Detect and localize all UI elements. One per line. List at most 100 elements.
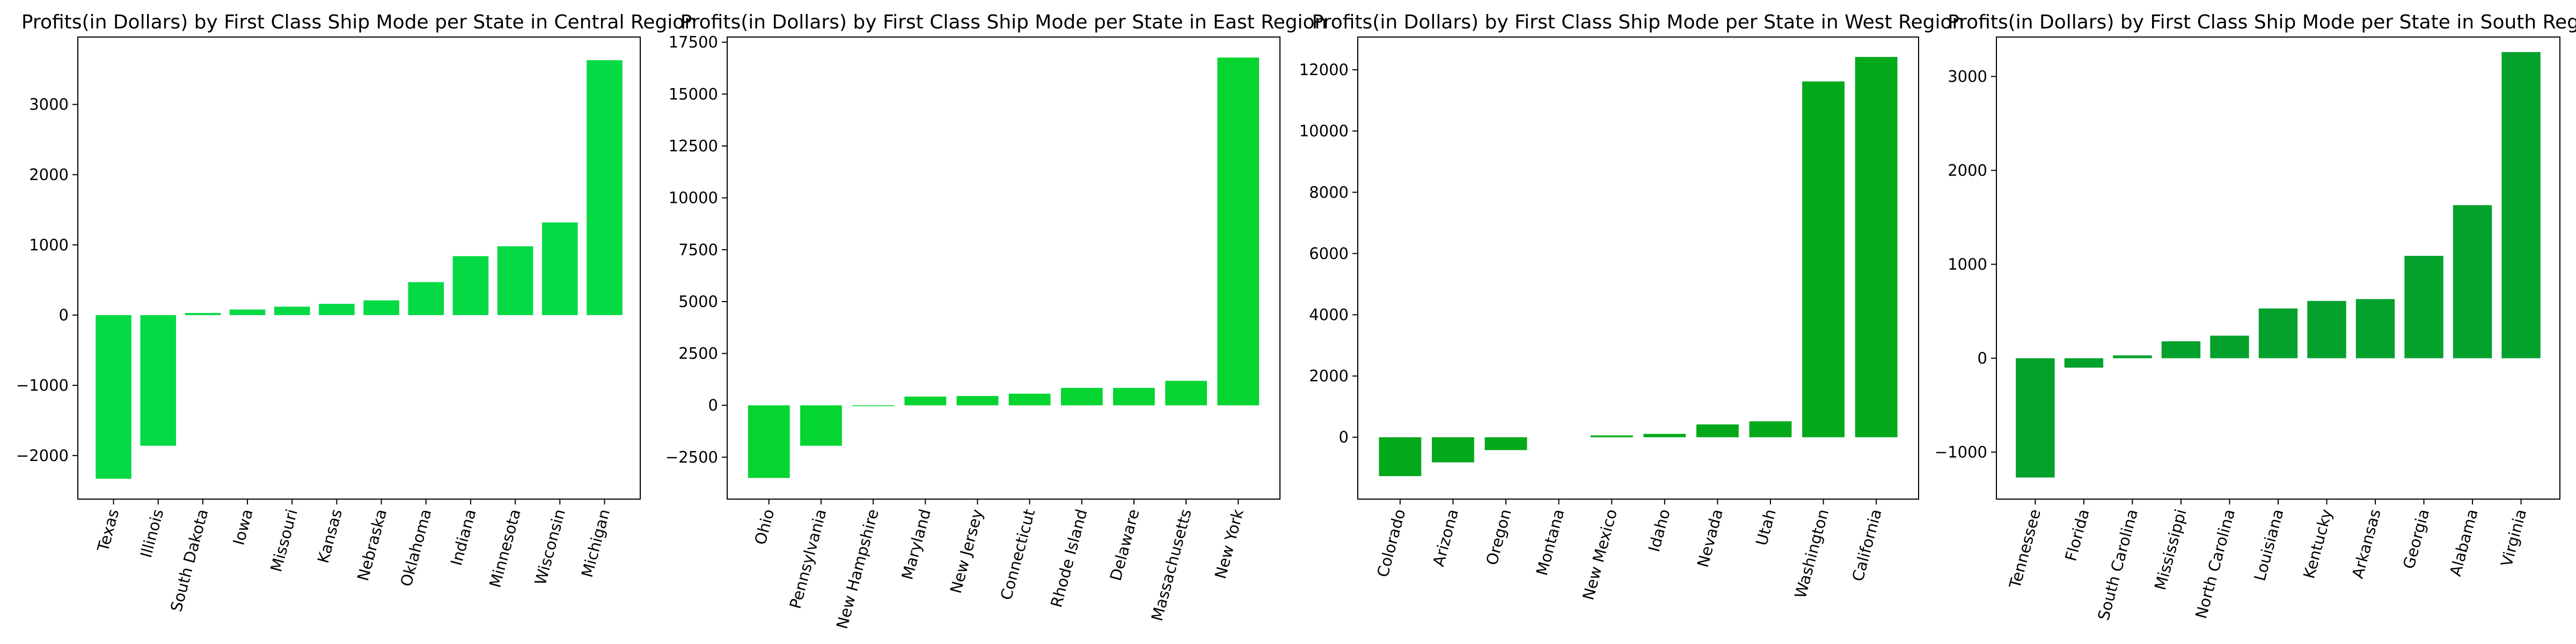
- y-tick-label: 2000: [1948, 162, 1987, 180]
- bar: [2501, 52, 2541, 358]
- bar: [1432, 437, 1474, 463]
- x-tick-label: New Jersey: [947, 507, 986, 595]
- y-tick-label: 10000: [669, 189, 718, 207]
- x-tick-label: Delaware: [1106, 507, 1143, 583]
- x-tick-label: California: [1848, 507, 1885, 583]
- bar: [1749, 421, 1792, 437]
- y-tick-label: 12000: [1299, 61, 1349, 79]
- x-tick-label: Washington: [1791, 507, 1832, 600]
- y-tick-label: 10000: [1299, 122, 1349, 140]
- y-tick-label: 15000: [669, 85, 718, 103]
- y-tick-label: 8000: [1309, 183, 1349, 201]
- bar: [1643, 434, 1686, 437]
- bar: [1217, 57, 1260, 406]
- chart-title: Profits(in Dollars) by First Class Ship …: [1948, 11, 2576, 33]
- bar: [363, 300, 399, 316]
- y-tick-label: 2000: [29, 165, 69, 184]
- x-tick-label: North Carolina: [2192, 507, 2238, 620]
- bar: [2453, 205, 2492, 358]
- bar: [852, 405, 894, 406]
- bar: [1590, 435, 1633, 437]
- x-tick-label: Rhode Island: [1047, 507, 1091, 609]
- bar: [319, 304, 355, 316]
- x-tick-label: Wisconsin: [531, 507, 569, 587]
- bar: [274, 306, 310, 316]
- x-tick-label: Nevada: [1694, 507, 1726, 569]
- y-tick-label: 3000: [1948, 68, 1987, 86]
- x-tick-label: New Mexico: [1579, 507, 1621, 602]
- y-tick-label: 4000: [1309, 306, 1349, 324]
- bar: [956, 396, 999, 406]
- chart-panel: Profits(in Dollars) by First Class Ship …: [665, 11, 1327, 631]
- x-tick-label: Oklahoma: [397, 507, 435, 588]
- bar: [185, 313, 221, 316]
- x-tick-label: Nebraska: [354, 507, 390, 583]
- x-tick-label: New York: [1211, 507, 1247, 581]
- x-tick-label: Georgia: [2399, 507, 2433, 571]
- chart-title: Profits(in Dollars) by First Class Ship …: [680, 11, 1327, 33]
- bar: [1113, 387, 1155, 406]
- chart-title: Profits(in Dollars) by First Class Ship …: [21, 11, 697, 33]
- x-tick-label: Mississippi: [2151, 507, 2190, 592]
- bar: [1060, 387, 1103, 406]
- chart-title: Profits(in Dollars) by First Class Ship …: [1312, 11, 1965, 33]
- x-tick-label: Connecticut: [997, 507, 1039, 602]
- x-tick-label: Indiana: [447, 507, 480, 567]
- x-tick-label: Tennessee: [2006, 507, 2044, 591]
- bar: [497, 246, 533, 316]
- x-tick-label: Florida: [2061, 507, 2092, 563]
- x-tick-label: Kentucky: [2300, 507, 2336, 581]
- x-tick-label: Massachusetts: [1148, 507, 1195, 623]
- x-tick-label: Pennsylvania: [786, 507, 830, 611]
- chart-panel: Profits(in Dollars) by First Class Ship …: [1299, 11, 1965, 602]
- bar: [2161, 341, 2201, 358]
- x-tick-label: Colorado: [1373, 507, 1409, 579]
- y-tick-label: 1000: [1948, 255, 1987, 274]
- y-tick-label: 0: [59, 306, 69, 324]
- bar: [1855, 57, 1898, 437]
- bar: [2355, 299, 2395, 358]
- y-tick-label: 6000: [1309, 244, 1349, 262]
- x-tick-label: Minnesota: [486, 507, 524, 589]
- y-tick-label: 5000: [678, 292, 718, 311]
- y-tick-label: 17500: [669, 33, 718, 52]
- bar: [1379, 437, 1422, 477]
- bar: [140, 315, 176, 446]
- y-tick-label: −1000: [16, 376, 69, 394]
- x-tick-label: Arkansas: [2348, 507, 2384, 580]
- bar: [1696, 424, 1739, 437]
- bar: [1008, 393, 1051, 406]
- axes-frame: [77, 36, 641, 500]
- bar: [408, 282, 444, 316]
- x-tick-label: Louisiana: [2250, 507, 2287, 583]
- x-tick-label: Missouri: [267, 507, 301, 574]
- x-tick-label: Idaho: [1645, 507, 1674, 554]
- x-tick-label: Ohio: [751, 507, 778, 547]
- x-tick-label: Alabama: [2446, 507, 2482, 578]
- x-tick-label: Oregon: [1482, 507, 1514, 567]
- bar: [542, 222, 578, 316]
- y-tick-label: 0: [708, 396, 718, 414]
- bar: [800, 405, 842, 446]
- chart-panel: Profits(in Dollars) by First Class Ship …: [16, 11, 697, 613]
- y-tick-label: 2000: [1309, 367, 1349, 385]
- bar: [587, 60, 623, 316]
- bar: [2210, 335, 2249, 358]
- x-tick-label: Montana: [1533, 507, 1568, 577]
- x-tick-label: Virginia: [2497, 507, 2530, 568]
- axes-frame: [1357, 36, 1919, 500]
- axes-frame: [727, 36, 1280, 500]
- bar: [2307, 301, 2346, 358]
- y-tick-label: 0: [1978, 349, 1987, 368]
- y-tick-label: −1000: [1935, 443, 1987, 462]
- y-tick-label: 0: [1339, 428, 1349, 447]
- x-tick-label: Maryland: [898, 507, 934, 582]
- y-tick-label: 2500: [678, 345, 718, 363]
- bar: [2113, 355, 2152, 358]
- bar: [2258, 308, 2298, 358]
- x-tick-label: South Dakota: [167, 507, 212, 613]
- y-tick-label: −2000: [16, 447, 69, 465]
- bar: [96, 315, 131, 479]
- y-tick-label: 1000: [29, 236, 69, 254]
